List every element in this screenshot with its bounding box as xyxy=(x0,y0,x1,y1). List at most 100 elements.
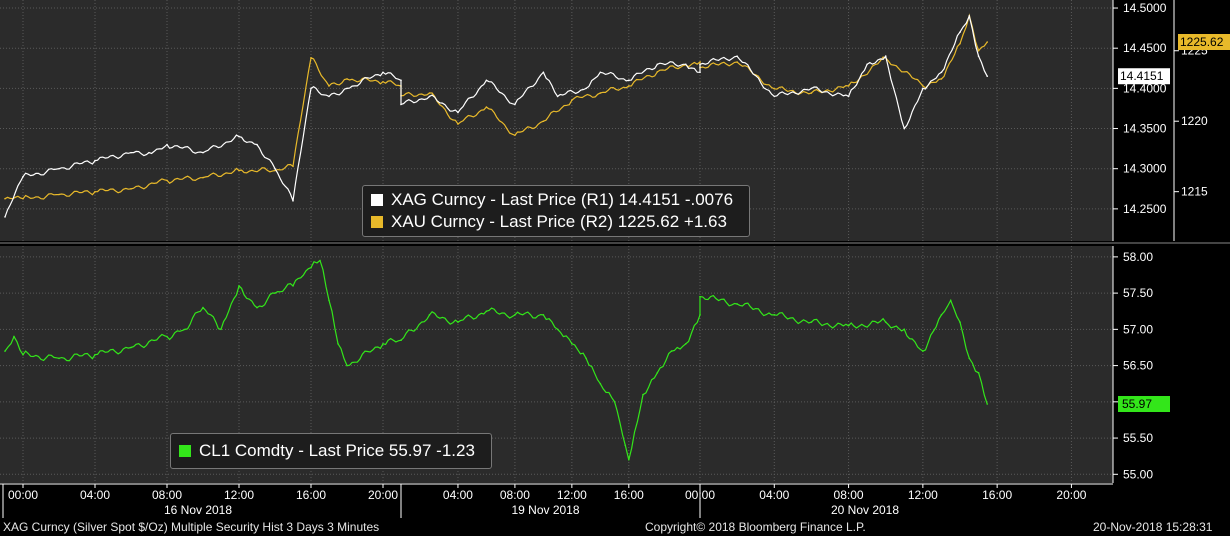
xau-line-point xyxy=(292,165,294,168)
xag-line-point xyxy=(130,151,132,154)
cl1-line-point xyxy=(642,393,644,396)
xag-line-point xyxy=(328,95,330,98)
xag-line-point xyxy=(400,79,402,82)
xau-line-point xyxy=(571,99,573,101)
day-label: 16 Nov 2018 xyxy=(164,503,232,517)
xag-line-point xyxy=(457,111,459,114)
xag-line-point xyxy=(903,127,906,130)
r2-tick-label: 1220 xyxy=(1181,114,1208,128)
cl1-line-point xyxy=(585,357,587,360)
xau-line-point xyxy=(736,61,738,63)
time-tick-label: 16:00 xyxy=(982,488,1012,502)
xau-line-point xyxy=(986,41,989,43)
cl1-line-point xyxy=(166,335,168,338)
cl1-line-point xyxy=(736,303,738,305)
time-tick-label: 00:00 xyxy=(8,488,38,502)
time-tick-label: 12:00 xyxy=(908,488,938,502)
cl1-line-point xyxy=(310,266,312,269)
cl1-line-point xyxy=(959,321,961,323)
xag-line-point xyxy=(256,143,258,146)
xag-line-point xyxy=(585,87,587,90)
xau-last-value: 1225.62 xyxy=(1180,35,1224,49)
day-label: 20 Nov 2018 xyxy=(831,503,899,517)
xau-line-point xyxy=(773,87,776,90)
cl1-line-point xyxy=(599,382,602,385)
cl1-line-point xyxy=(13,335,15,338)
xau-line-point xyxy=(202,176,204,179)
cl1-line-point xyxy=(571,343,573,345)
footer-center: Copyright© 2018 Bloomberg Finance L.P. xyxy=(645,520,866,534)
xag-line-point xyxy=(400,103,402,106)
xau-line-point xyxy=(485,106,488,108)
cl1-line-point xyxy=(337,343,339,345)
cl1-line-point xyxy=(810,321,813,323)
cl1-line-point xyxy=(903,328,906,331)
time-axis-bg xyxy=(0,483,1230,518)
r2-tick-label: 1215 xyxy=(1181,185,1208,199)
xag-line-point xyxy=(202,151,204,154)
xag-line-point xyxy=(485,79,488,82)
cl1-line-point xyxy=(624,444,627,447)
xau-line-point xyxy=(656,71,659,73)
xag-line-point xyxy=(656,63,659,66)
time-tick-label: 08:00 xyxy=(834,488,864,502)
cl1-line-point xyxy=(922,350,924,352)
time-tick-label: 12:00 xyxy=(224,488,254,502)
xau-line-point xyxy=(328,85,330,87)
cl1-line-point xyxy=(986,403,989,405)
cl1-tick-label: 57.00 xyxy=(1123,322,1153,336)
cl1-tick-label: 57.50 xyxy=(1123,286,1153,300)
legend-entry-xau: XAU Curncy - Last Price (R2) 1225.62 +1.… xyxy=(363,211,749,233)
xag-line-point xyxy=(847,95,850,98)
xag-line-point xyxy=(922,87,924,90)
xag-line-point xyxy=(959,31,961,33)
xau-line-point xyxy=(238,169,240,172)
cl1-line-point xyxy=(130,346,132,349)
xag-line-point xyxy=(884,55,887,58)
cl1-line-point xyxy=(884,321,887,323)
xag-line-point xyxy=(986,75,989,78)
cl1-line-point xyxy=(940,314,943,316)
xau-line-point xyxy=(514,134,516,137)
cl1-last-tag xyxy=(1118,396,1170,412)
r1-tick-label: 14.4000 xyxy=(1123,81,1167,95)
legend-entry-cl1: CL1 Comdty - Last Price 55.97 -1.23 xyxy=(171,440,491,462)
cl1-tick-label: 58.00 xyxy=(1123,250,1153,264)
xag-line-point xyxy=(699,63,701,66)
time-tick-label: 20:00 xyxy=(1056,488,1086,502)
cl1-line-point xyxy=(94,353,96,356)
xag-line-point xyxy=(736,55,738,58)
day-label: 19 Nov 2018 xyxy=(511,503,579,517)
xau-line-point xyxy=(599,92,602,94)
footer-right: 20-Nov-2018 15:28:31 xyxy=(1093,520,1213,534)
cl1-line-point xyxy=(457,321,459,323)
xag-line-point xyxy=(628,79,630,82)
xag-line-point xyxy=(292,200,294,202)
xag-line-point xyxy=(977,55,980,58)
xag-line-point xyxy=(684,63,687,66)
cl1-line-point xyxy=(328,299,330,302)
xau-line-point xyxy=(130,188,132,190)
xag-line-point xyxy=(148,151,150,154)
cl1-line-point xyxy=(949,299,952,302)
xag-line-point xyxy=(940,71,943,74)
xag-line-point xyxy=(428,95,431,98)
xau-line-point xyxy=(940,78,943,80)
xag-line-point xyxy=(22,175,24,178)
footer-left: XAG Curncy (Silver Spot $/Oz) Multiple S… xyxy=(3,520,380,534)
cl1-line-point xyxy=(382,343,384,345)
cl1-line-point xyxy=(58,357,60,360)
r1-tick-label: 14.3500 xyxy=(1123,122,1167,136)
xag-line-point xyxy=(4,216,6,218)
xau-line-point xyxy=(959,42,961,45)
xag-line-point xyxy=(274,167,276,170)
cl1-line-point xyxy=(400,339,402,342)
xau-line-point xyxy=(977,49,980,52)
r1-tick-label: 14.4500 xyxy=(1123,41,1167,55)
cl1-last-value: 55.97 xyxy=(1122,397,1152,411)
legend-entry-xag: XAG Curncy - Last Price (R1) 14.4151 -.0… xyxy=(363,189,749,211)
xag-swatch xyxy=(371,194,383,206)
xau-line-point xyxy=(810,92,813,94)
xau-line-point xyxy=(382,80,384,83)
